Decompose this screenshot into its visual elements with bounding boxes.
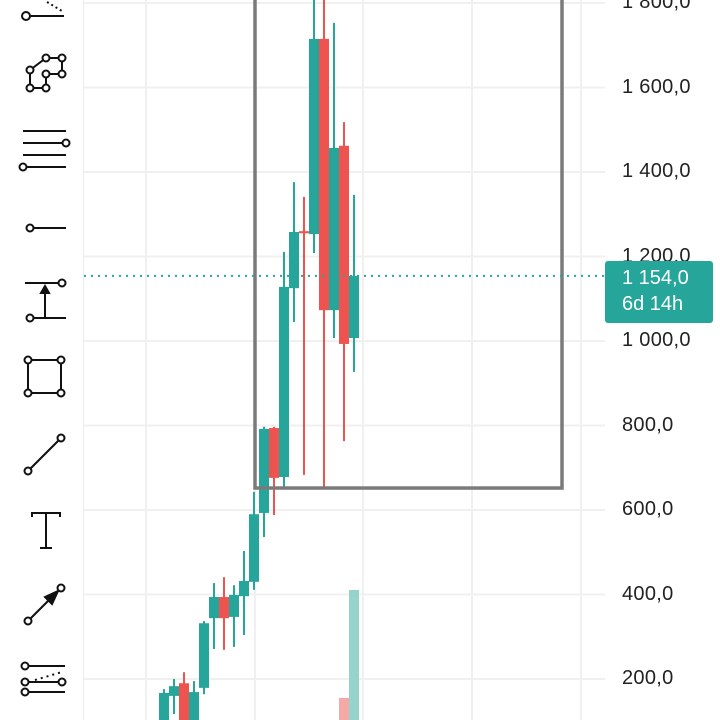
candle-body: [319, 38, 329, 311]
candle: [349, 194, 359, 372]
candle-body: [229, 594, 239, 617]
candles: [159, 0, 359, 720]
price-tick-label: 1 000,0: [622, 329, 691, 351]
tool-trend-angle[interactable]: [15, 0, 75, 30]
candle: [319, 0, 329, 488]
candle-body: [159, 692, 169, 720]
volume-bars: [339, 590, 359, 720]
candle-body: [199, 623, 209, 688]
candle-body: [239, 580, 249, 597]
candle: [299, 196, 309, 475]
price-tick-label: 400,0: [622, 582, 674, 605]
candle: [289, 182, 299, 322]
price-tick-label: 1 800,0: [622, 0, 691, 13]
candle: [199, 621, 209, 695]
drawings[interactable]: [253, 0, 564, 490]
candle-body: [279, 286, 289, 478]
volume-bar: [339, 697, 349, 720]
tool-horizontal-ray[interactable]: [15, 203, 75, 253]
candle: [209, 583, 219, 650]
price-tick-label: 1 600,0: [622, 75, 691, 98]
tool-arrow[interactable]: [15, 578, 75, 628]
candle: [219, 577, 229, 650]
pitchfork-icon: [20, 661, 67, 697]
candle: [239, 550, 249, 636]
tool-polyline[interactable]: [15, 48, 75, 98]
candle: [159, 689, 169, 720]
candle-body: [329, 147, 339, 311]
last-price-label: 1 154,0 6d 14h: [605, 261, 713, 323]
rectangle-drawing[interactable]: [253, 0, 564, 490]
polyline-path-icon: [25, 53, 67, 93]
price-tick-label: 200,0: [622, 667, 674, 689]
grid: [0, 0, 605, 720]
candle-body: [339, 145, 349, 344]
drawing-toolbar: [0, 0, 84, 720]
candle: [249, 491, 259, 590]
tool-text[interactable]: [15, 505, 75, 555]
horizontal-ray-icon: [25, 223, 66, 233]
price-tick-label: 600,0: [622, 498, 674, 520]
candle: [339, 122, 349, 442]
candle: [179, 672, 189, 720]
candle-body: [169, 686, 179, 696]
candle: [309, 0, 319, 254]
bar-countdown: 6d 14h: [622, 293, 684, 315]
candle-body: [309, 38, 319, 235]
candle: [329, 22, 339, 339]
arrow-icon: [23, 583, 66, 626]
parallel-lines-icon: [18, 130, 71, 172]
trend-line-icon: [23, 433, 66, 476]
last-price-value: 1 154,0: [622, 267, 689, 289]
long-position-icon: [25, 278, 67, 323]
trend-angle-icon: [21, 1, 64, 21]
candle: [259, 426, 269, 538]
tool-long-position[interactable]: [15, 273, 75, 323]
volume-bar: [349, 590, 359, 720]
candle-body: [189, 692, 199, 720]
candle: [169, 679, 179, 715]
candle-body: [349, 275, 359, 339]
tool-pitchfork[interactable]: [15, 652, 75, 702]
candle: [279, 251, 289, 488]
candle-body: [209, 597, 219, 619]
text-icon: [31, 512, 61, 549]
candle-body: [269, 428, 279, 478]
price-tick-label: 1 400,0: [622, 160, 691, 182]
candle-body: [219, 597, 229, 619]
rectangle-icon: [23, 355, 66, 398]
candle: [229, 585, 239, 647]
price-tick-label: 800,0: [622, 413, 674, 436]
candle-body: [259, 428, 269, 513]
tool-parallel-lines[interactable]: [15, 125, 75, 175]
tool-trend-line[interactable]: [15, 430, 75, 480]
candle-body: [289, 231, 299, 289]
tool-rectangle[interactable]: [15, 353, 75, 403]
candle-body: [179, 683, 189, 720]
candle-body: [249, 514, 259, 582]
candle: [189, 681, 199, 720]
candle-body: [299, 231, 309, 234]
candle: [269, 426, 279, 516]
